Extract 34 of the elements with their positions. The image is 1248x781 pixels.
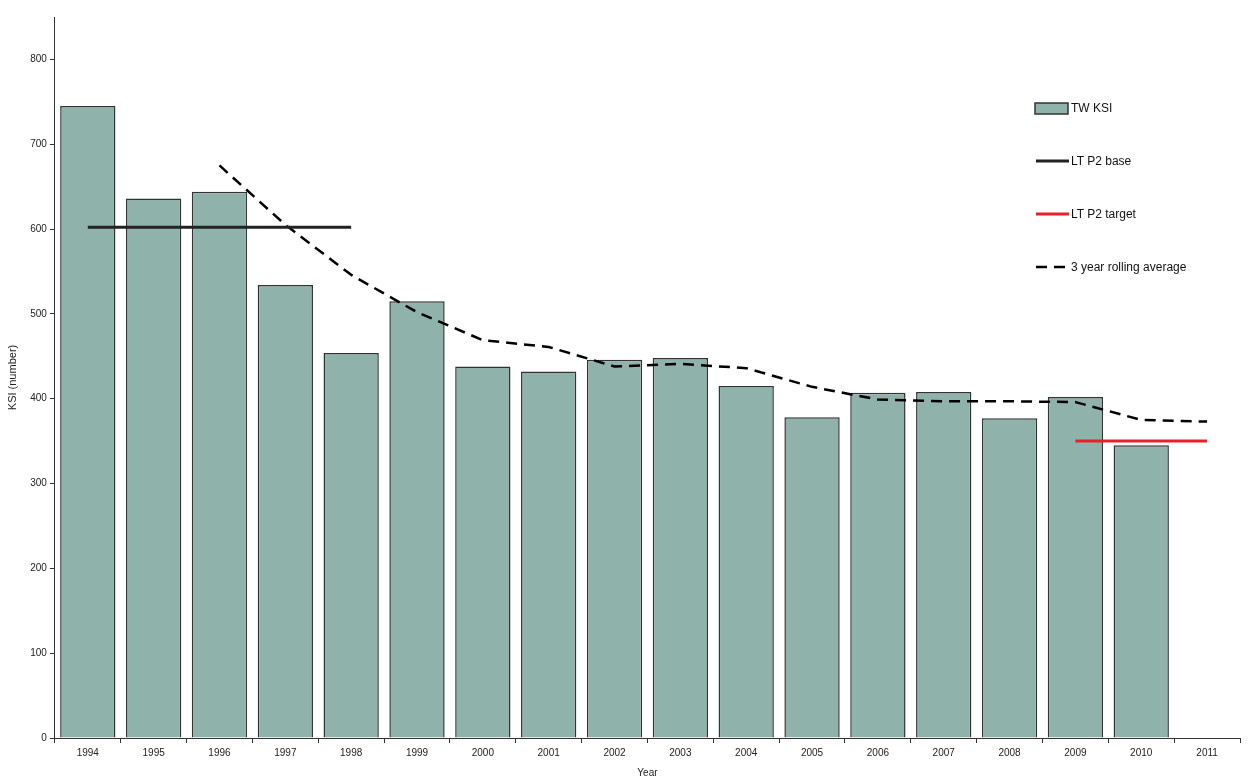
- x-axis-title: Year: [637, 766, 659, 778]
- y-tick-label: 700: [30, 137, 48, 149]
- legend-label: 3 year rolling average: [1071, 260, 1187, 275]
- y-tick-label: 100: [30, 646, 48, 658]
- legend-label: LT P2 target: [1071, 207, 1137, 222]
- x-tick-label: 1994: [76, 746, 100, 758]
- y-tick-label: 500: [30, 307, 48, 319]
- y-tick-label: 400: [30, 392, 48, 404]
- x-tick-label: 2003: [669, 746, 692, 758]
- y-tick-label: 200: [30, 562, 48, 574]
- x-tick-label: 2008: [998, 746, 1022, 758]
- x-tick-label: 1995: [142, 746, 166, 758]
- x-tick-label: 2005: [800, 746, 824, 758]
- line-series: [218, 164, 1209, 423]
- x-tick-label: 2009: [1064, 746, 1087, 758]
- x-tick-label: 2000: [471, 746, 495, 758]
- y-axis-title: KSI (number): [5, 344, 18, 411]
- y-tick-label: 300: [30, 477, 48, 489]
- x-tick-label: 2001: [537, 746, 561, 758]
- x-tick-label: 1999: [405, 746, 429, 758]
- x-tick-label: 2004: [735, 746, 758, 758]
- x-tick-label: 2007: [932, 746, 956, 758]
- legend-label: LT P2 base: [1071, 154, 1132, 169]
- x-tick-label: 2011: [1196, 746, 1219, 758]
- x-tick-label: 1997: [274, 746, 297, 758]
- y-tick-label: 600: [30, 222, 48, 234]
- x-tick-label: 1998: [340, 746, 363, 758]
- x-tick-label: 2002: [603, 746, 627, 758]
- x-tick-label: 1996: [208, 746, 232, 758]
- legend-label: TW KSI: [1071, 101, 1113, 116]
- y-tick-label: 0: [41, 731, 48, 743]
- y-tick-label: 800: [30, 53, 48, 65]
- x-tick-label: 2006: [866, 746, 890, 758]
- x-tick-label: 2010: [1130, 746, 1153, 758]
